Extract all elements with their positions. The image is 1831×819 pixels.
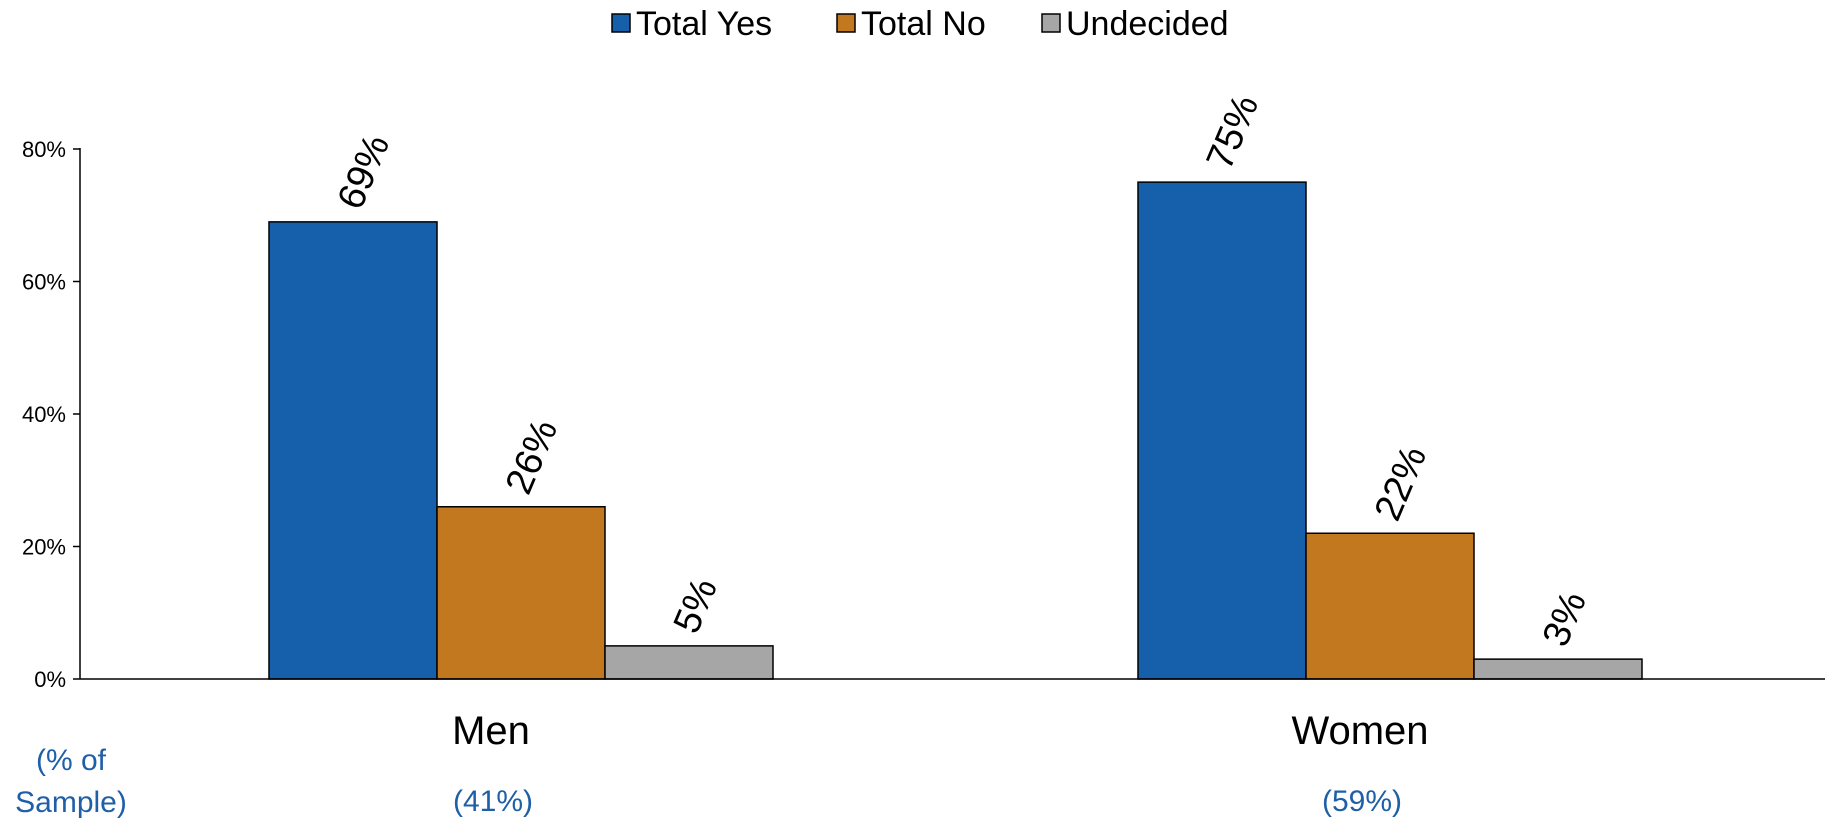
legend-swatch-total-no — [836, 13, 856, 33]
legend-swatch-undecided — [1041, 13, 1061, 33]
legend: Total Yes Total No Undecided — [611, 5, 1229, 43]
data-label-men-total-no: 26% — [498, 414, 566, 500]
sample-share-men: (41%) — [453, 785, 533, 818]
bar-men-undecided — [604, 645, 774, 680]
x-axis: Men (41%) Women (59%) (% of Sample) — [15, 678, 1825, 819]
y-tick-label: 60% — [22, 270, 66, 295]
x-category-label-women: Women — [1291, 709, 1428, 753]
bar-men-total-no — [436, 506, 606, 680]
legend-swatch-total-yes — [611, 13, 631, 33]
data-label-women-undecided: 3% — [1535, 586, 1595, 653]
y-tick-label: 80% — [22, 137, 66, 162]
y-tick-label: 40% — [22, 402, 66, 427]
data-label-women-total-yes: 75% — [1199, 89, 1267, 175]
bar-women-total-yes — [1137, 181, 1307, 680]
data-label-men-total-yes: 69% — [330, 129, 398, 215]
y-tick-label: 20% — [22, 535, 66, 560]
legend-label-total-no: Total No — [861, 5, 986, 43]
data-label-men-undecided: 5% — [666, 572, 726, 639]
sample-header: (% of Sample) — [15, 744, 127, 819]
y-axis: 0% 20% 40% 60% 80% — [22, 137, 81, 692]
y-tick-label: 0% — [34, 667, 66, 692]
bar-men-total-yes — [268, 221, 438, 680]
sample-share-women: (59%) — [1322, 785, 1402, 818]
bars — [268, 181, 1643, 680]
legend-label-undecided: Undecided — [1066, 5, 1229, 43]
bar-women-total-no — [1305, 532, 1475, 680]
data-labels: 69% 26% 5% 75% 22% 3% — [330, 89, 1595, 652]
x-category-label-men: Men — [452, 709, 530, 753]
data-label-women-total-no: 22% — [1367, 440, 1435, 526]
legend-label-total-yes: Total Yes — [636, 5, 772, 43]
bar-women-undecided — [1473, 658, 1643, 680]
